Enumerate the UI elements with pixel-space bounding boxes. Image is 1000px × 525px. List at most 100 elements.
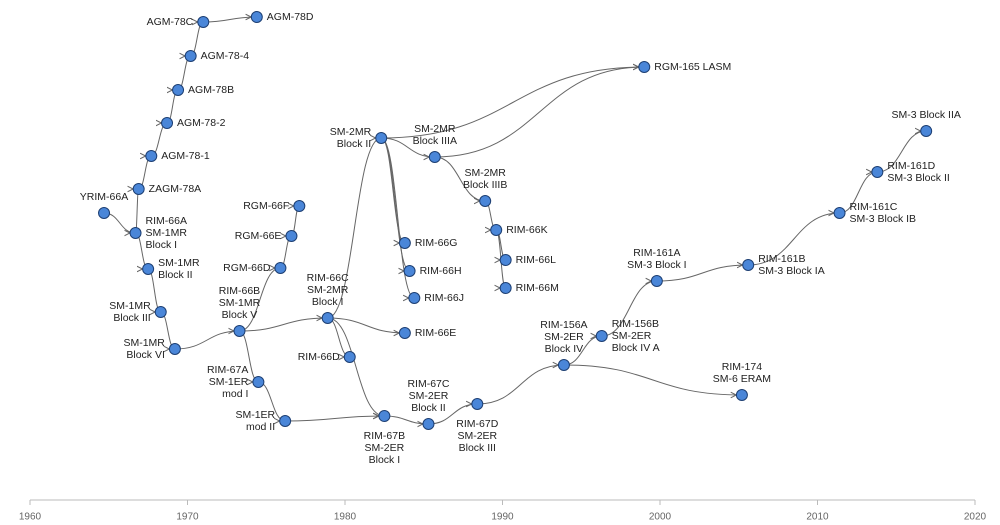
node-label: RIM-174 — [722, 361, 762, 373]
node — [274, 262, 287, 274]
node-label: RIM-66B — [219, 285, 260, 297]
node — [398, 237, 411, 249]
tick-label: 2020 — [964, 512, 987, 523]
node-label: RIM-66E — [415, 327, 456, 339]
node — [252, 376, 265, 388]
edge — [174, 331, 240, 350]
node-label: Block III — [459, 442, 496, 454]
node-label: SM-2ER — [409, 390, 449, 402]
tick-label: 1980 — [334, 512, 357, 523]
node-label: RIM-67D — [456, 418, 498, 430]
node-label: RIM-66H — [420, 265, 462, 277]
edge — [434, 156, 486, 201]
edge — [285, 416, 385, 422]
node-label: RIM-66G — [415, 237, 458, 249]
node — [184, 50, 197, 62]
edge — [428, 404, 478, 425]
node-label: SM-1MR — [146, 227, 188, 239]
node — [920, 125, 933, 137]
node-label: Block IV A — [612, 342, 660, 354]
edge — [239, 268, 281, 332]
node — [742, 259, 755, 271]
edge — [877, 131, 927, 173]
node-label: Block IIIB — [463, 179, 507, 191]
node-label: SM-1MR — [123, 337, 165, 349]
tick-label: 2010 — [806, 512, 829, 523]
edge — [239, 318, 328, 332]
node-label: SM-2MR — [330, 126, 372, 138]
node — [142, 263, 155, 275]
node-label: mod II — [246, 421, 275, 433]
node — [250, 11, 263, 23]
node — [490, 224, 503, 236]
node-label: Block II — [411, 402, 445, 414]
node — [168, 343, 181, 355]
node-label: RIM-161A — [633, 247, 680, 259]
node — [471, 398, 484, 410]
node-label: Block I — [369, 454, 401, 466]
node-label: RIM-66L — [516, 254, 556, 266]
edge — [477, 365, 564, 405]
node — [871, 166, 884, 178]
node-label: Block IV — [545, 343, 584, 355]
node-label: Block I — [312, 296, 344, 308]
node — [129, 227, 142, 239]
node-label: Block I — [146, 239, 178, 251]
edge — [380, 137, 415, 298]
node-label: RIM-67C — [407, 378, 449, 390]
node-label: SM-2MR — [464, 167, 506, 179]
node-label: SM-2MR — [307, 284, 349, 296]
node — [233, 325, 246, 337]
tick-label: 2000 — [649, 512, 672, 523]
axis: 1960 1970 1980 1990 2000 2010 2020 — [19, 499, 987, 523]
edge — [380, 137, 406, 243]
node — [428, 151, 441, 163]
edge — [601, 281, 657, 337]
node-label: SM-2ER — [612, 330, 652, 342]
node — [145, 150, 158, 162]
node-label: Block V — [222, 309, 258, 321]
edge — [381, 67, 645, 139]
node-label: RIM-66C — [307, 272, 349, 284]
node — [172, 84, 185, 96]
edge — [327, 317, 405, 333]
node — [499, 282, 512, 294]
node-label: AGM-78B — [188, 84, 234, 96]
node — [422, 418, 435, 430]
node — [479, 195, 492, 207]
node-label: RIM-67B — [364, 430, 405, 442]
node-label: SM-3 Block IB — [850, 213, 917, 225]
node-label: SM-6 ERAM — [713, 373, 771, 385]
tick-label: 1990 — [491, 512, 514, 523]
node-label: RGM-66F — [243, 200, 289, 212]
node-label: RIM-66J — [424, 292, 464, 304]
node-label: SM-1ER — [235, 409, 275, 421]
node-label: SM-2ER — [544, 331, 584, 343]
node — [403, 265, 416, 277]
edge — [748, 213, 840, 266]
node-label: RIM-67A — [207, 364, 248, 376]
node — [499, 254, 512, 266]
node-label: AGM-78D — [267, 11, 314, 23]
node — [279, 415, 292, 427]
node-label: YRIM-66A — [80, 191, 128, 203]
node-label: SM-1MR — [158, 257, 200, 269]
node — [735, 389, 748, 401]
edge — [327, 317, 385, 416]
edge — [381, 137, 435, 157]
node — [833, 207, 846, 219]
node — [595, 330, 608, 342]
node-label: SM-1MR — [109, 300, 151, 312]
node-label: AGM-78C — [147, 16, 194, 28]
node-label: RGM-66E — [235, 230, 282, 242]
node-label: Block II — [158, 269, 192, 281]
node-label: RGM-165 LASM — [654, 61, 731, 73]
node — [638, 61, 651, 73]
node-label: mod I — [222, 388, 248, 400]
node-label: AGM-78-1 — [161, 150, 210, 162]
node-label: AGM-78-4 — [201, 50, 250, 62]
edge — [434, 67, 645, 158]
node-label: SM-2ER — [365, 442, 405, 454]
node-label: SM-2ER — [457, 430, 497, 442]
